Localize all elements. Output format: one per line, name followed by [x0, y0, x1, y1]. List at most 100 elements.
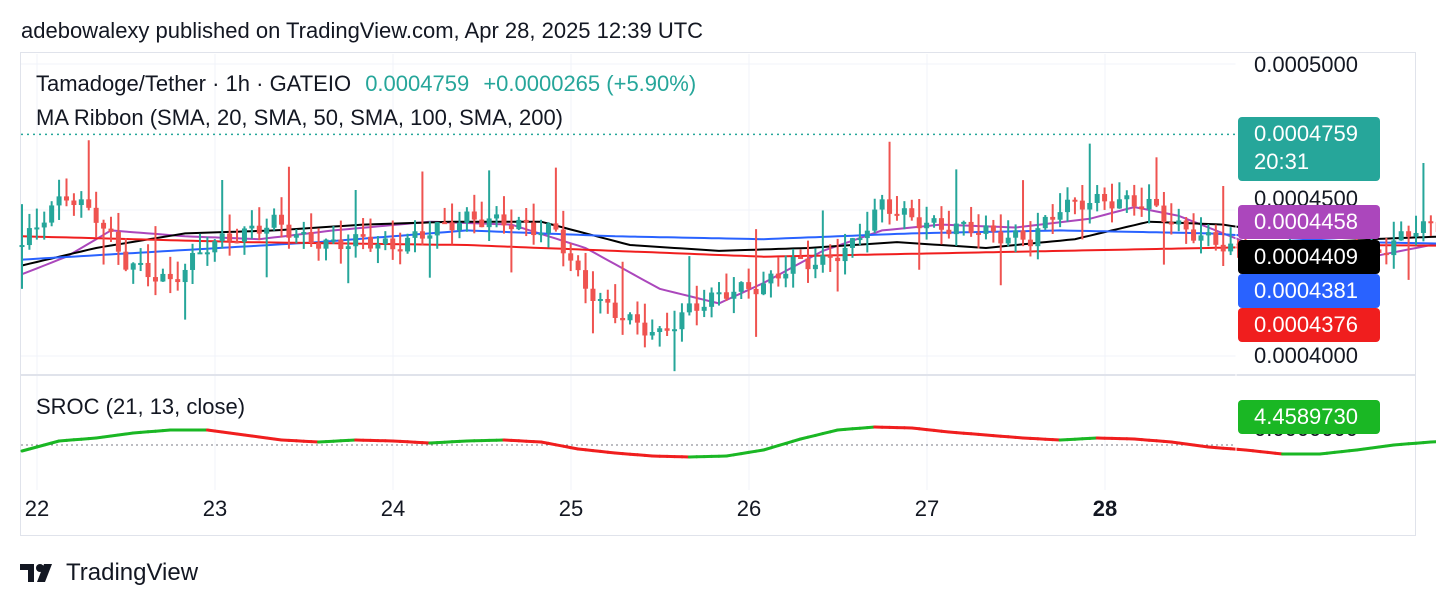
sroc-legend[interactable]: SROC (21, 13, close) [36, 394, 246, 419]
candle-body [761, 283, 766, 295]
x-axis-label-23: 23 [202, 496, 228, 521]
candle-body [694, 303, 700, 311]
candle-body [790, 256, 796, 274]
candle-body [138, 262, 144, 265]
candle-body [19, 245, 25, 248]
symbol-legend[interactable]: Tamadoge/Tether · 1h · GATEIO 0.0004759 … [36, 70, 696, 98]
candle-body [1027, 239, 1033, 247]
candle-body [108, 228, 114, 232]
candle-body [86, 199, 92, 208]
candle-body [723, 292, 729, 299]
candle-body [1102, 193, 1108, 202]
candle-body [41, 222, 47, 228]
candle-body [716, 292, 722, 295]
sma20-price-tag: 0.0004458 [1238, 205, 1380, 239]
candle-body [115, 231, 121, 252]
candle-body [998, 231, 1004, 244]
candle-body [709, 292, 715, 307]
candle-body [812, 264, 818, 270]
candle-body [879, 199, 885, 210]
candle-body [738, 282, 744, 292]
candle-body [560, 229, 566, 254]
candle-body [612, 302, 618, 318]
candle-body [286, 224, 292, 238]
candle-body [961, 221, 967, 224]
candle-body [1198, 235, 1204, 241]
candle-body [494, 214, 500, 219]
candle-body [1042, 216, 1048, 229]
candle-body [63, 196, 69, 201]
last-price-tag-value: 0.0004759 [1254, 121, 1358, 146]
candle-body [234, 241, 240, 244]
candle-body [1072, 199, 1078, 202]
candle-body [1035, 228, 1041, 247]
candle-body [731, 291, 737, 299]
candle-body [160, 273, 166, 282]
x-axis-label-28: 28 [1092, 496, 1118, 521]
candle-body [71, 200, 77, 206]
candle-body [293, 234, 299, 238]
candle-body [1153, 198, 1159, 206]
candle-body [768, 273, 774, 284]
candle-body [264, 227, 270, 234]
candle-body [1398, 231, 1404, 241]
candle-body [93, 207, 99, 223]
candle-body [657, 328, 663, 333]
chart-frame [20, 52, 1416, 536]
grid-lines [21, 54, 1236, 490]
candle-body [204, 252, 210, 255]
candle-body [78, 199, 84, 206]
candle-body [1116, 199, 1122, 209]
candle-body [931, 218, 937, 223]
bar-countdown: 20:31 [1254, 149, 1310, 174]
candle-body [101, 222, 107, 229]
candle-body [664, 328, 670, 331]
candle-body [597, 299, 603, 302]
candle-body [1005, 237, 1011, 244]
candle-body [523, 219, 529, 223]
candle-body [26, 228, 32, 246]
candle-body [34, 227, 40, 230]
candle-body [501, 214, 507, 226]
candle-body [1161, 205, 1167, 223]
candle-body [227, 233, 233, 242]
candle-body [1013, 230, 1019, 238]
tradingview-brand-name: TradingView [66, 559, 199, 586]
candle-body [338, 239, 344, 250]
candle-body [516, 219, 522, 230]
x-axis-label-22: 22 [24, 496, 50, 521]
ma-ribbon-legend[interactable]: MA Ribbon (SMA, 20, SMA, 50, SMA, 100, S… [36, 105, 564, 130]
candle-body [679, 312, 685, 330]
tradingview-branding[interactable]: TradingView [20, 558, 198, 588]
candle-body [1406, 231, 1412, 237]
candle-body [130, 263, 136, 270]
x-axis-label-25: 25 [558, 496, 584, 521]
candle-body [382, 238, 388, 245]
candle-body [471, 211, 477, 220]
candle-body [605, 299, 611, 303]
candle-body [953, 223, 959, 235]
candle-body [152, 277, 158, 282]
candle-body [219, 233, 225, 242]
candle-body [175, 279, 181, 283]
symbol-name: Tamadoge/Tether · 1h · GATEIO [36, 71, 352, 96]
candle-body [753, 288, 759, 295]
candle-body [479, 219, 485, 228]
candle-body [746, 282, 752, 289]
candle-body [316, 243, 322, 249]
candle-body [938, 218, 944, 230]
candle-body [405, 237, 411, 252]
candle-body [775, 273, 781, 279]
candle-body [1124, 195, 1130, 200]
candle-body [983, 225, 989, 234]
candle-body [894, 213, 900, 216]
candle-body [368, 236, 374, 249]
candle-body [976, 232, 982, 235]
candle-body [1205, 232, 1211, 236]
candle-body [308, 232, 314, 244]
candle-body [241, 228, 247, 242]
candle-body [249, 225, 255, 229]
candle-body [419, 231, 425, 239]
candle-body [1213, 232, 1219, 245]
candle-body [56, 196, 62, 206]
